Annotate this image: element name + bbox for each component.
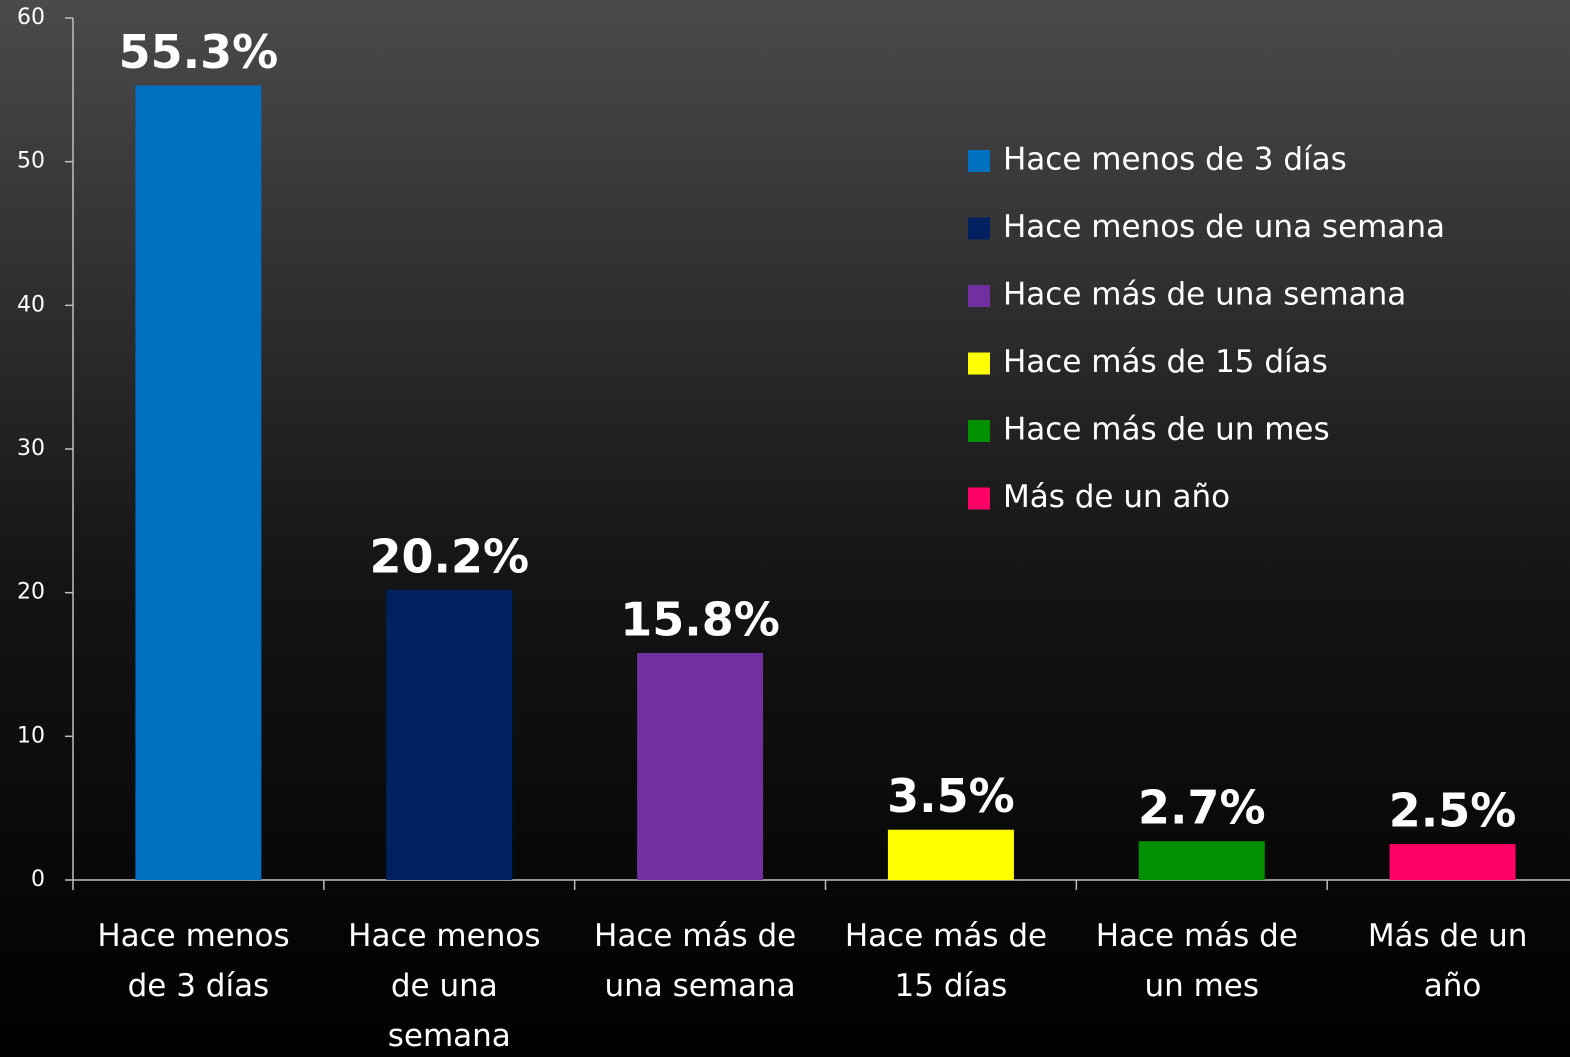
y-tick-label: 10 [17, 723, 45, 748]
y-tick-label: 50 [17, 149, 45, 174]
x-tick-label: Hace más de un mes [1096, 918, 1308, 1004]
y-tick-label: 40 [17, 292, 45, 317]
y-tick-label: 30 [17, 436, 45, 461]
legend-label: Hace más de una semana [1003, 277, 1406, 313]
bar [135, 85, 262, 881]
x-tick-label: Hace más de una semana [594, 918, 806, 1004]
value-label: 20.2% [369, 529, 529, 583]
value-label: 2.5% [1389, 784, 1517, 838]
legend-swatch [968, 150, 990, 172]
legend-label: Hace más de 15 días [1003, 344, 1328, 380]
legend-label: Hace más de un mes [1003, 412, 1330, 448]
bar [637, 653, 764, 880]
value-label: 15.8% [620, 593, 780, 647]
x-tick-label: Más de un año [1368, 918, 1538, 1004]
y-tick-label: 0 [31, 867, 45, 892]
y-tick-label: 60 [17, 5, 45, 30]
legend-label: Hace menos de una semana [1003, 209, 1445, 245]
legend-label: Más de un año [1003, 479, 1230, 515]
legend-swatch [968, 285, 990, 307]
value-label: 55.3% [119, 25, 279, 79]
legend-swatch [968, 352, 990, 375]
bar [1389, 844, 1516, 880]
legend-swatch [968, 487, 990, 510]
value-label: 3.5% [887, 769, 1015, 823]
x-tick-label: Hace menos de 3 días [97, 918, 299, 1004]
legend-swatch [968, 217, 990, 240]
bar [1138, 841, 1265, 880]
x-tick-label: Hace más de 15 días [845, 918, 1057, 1004]
bar [386, 589, 513, 880]
value-label: 2.7% [1138, 781, 1266, 835]
legend-swatch [968, 420, 990, 442]
y-tick-label: 20 [17, 580, 45, 605]
legend-label: Hace menos de 3 días [1003, 142, 1347, 178]
bar [887, 829, 1014, 880]
x-tick-label: Hace menos de una semana [348, 918, 550, 1054]
